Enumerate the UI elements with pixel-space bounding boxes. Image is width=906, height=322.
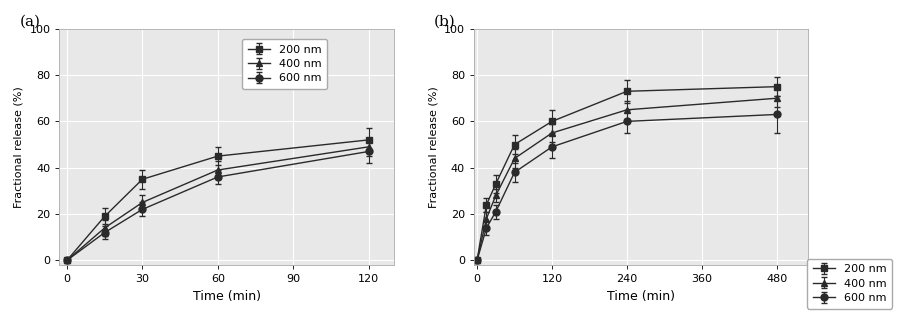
X-axis label: Time (min): Time (min) xyxy=(193,289,261,303)
Y-axis label: Fractional release (%): Fractional release (%) xyxy=(429,86,439,208)
X-axis label: Time (min): Time (min) xyxy=(607,289,675,303)
Text: (b): (b) xyxy=(434,14,456,29)
Legend: 200 nm, 400 nm, 600 nm: 200 nm, 400 nm, 600 nm xyxy=(807,259,892,309)
Text: (a): (a) xyxy=(19,14,41,29)
Y-axis label: Fractional release (%): Fractional release (%) xyxy=(14,86,24,208)
Legend: 200 nm, 400 nm, 600 nm: 200 nm, 400 nm, 600 nm xyxy=(242,39,327,89)
